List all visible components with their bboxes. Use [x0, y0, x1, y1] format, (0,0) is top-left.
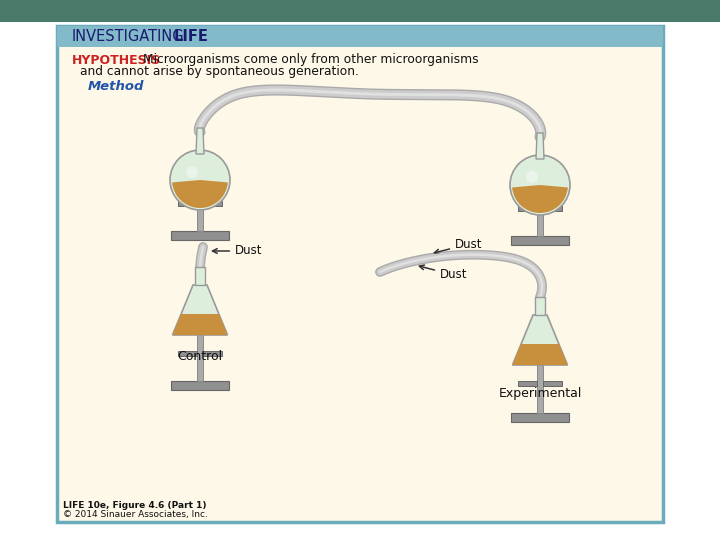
- FancyBboxPatch shape: [537, 151, 543, 236]
- Text: HYPOTHESIS: HYPOTHESIS: [72, 53, 161, 66]
- FancyBboxPatch shape: [518, 181, 537, 187]
- FancyBboxPatch shape: [518, 381, 537, 386]
- Text: LIFE 10e, Figure 4.6 (Part 1): LIFE 10e, Figure 4.6 (Part 1): [63, 502, 207, 510]
- Polygon shape: [195, 267, 205, 285]
- Text: Experimental: Experimental: [498, 387, 582, 400]
- FancyBboxPatch shape: [197, 146, 203, 231]
- Text: Control: Control: [177, 350, 222, 363]
- Polygon shape: [513, 315, 567, 365]
- FancyBboxPatch shape: [178, 200, 197, 206]
- FancyBboxPatch shape: [178, 327, 197, 332]
- Text: Figure 4.6  Disproving the Spontaneous Generation of Life (Part 1): Figure 4.6 Disproving the Spontaneous Ge…: [8, 3, 514, 18]
- Circle shape: [510, 155, 570, 215]
- FancyBboxPatch shape: [203, 177, 222, 181]
- FancyBboxPatch shape: [178, 350, 197, 355]
- FancyBboxPatch shape: [511, 413, 569, 422]
- Polygon shape: [196, 128, 204, 154]
- FancyBboxPatch shape: [203, 200, 222, 206]
- Polygon shape: [173, 314, 228, 335]
- FancyBboxPatch shape: [543, 381, 562, 386]
- FancyBboxPatch shape: [543, 356, 562, 361]
- Text: Microorganisms come only from other microorganisms: Microorganisms come only from other micr…: [143, 53, 479, 66]
- Circle shape: [186, 166, 198, 178]
- Text: INVESTIGATING: INVESTIGATING: [72, 29, 184, 44]
- Text: Method: Method: [88, 80, 145, 93]
- Text: Dust: Dust: [212, 245, 263, 258]
- FancyBboxPatch shape: [57, 26, 663, 522]
- FancyBboxPatch shape: [203, 327, 222, 332]
- Polygon shape: [173, 285, 228, 335]
- FancyBboxPatch shape: [197, 296, 203, 381]
- FancyBboxPatch shape: [178, 177, 197, 181]
- Circle shape: [526, 171, 538, 183]
- FancyBboxPatch shape: [0, 0, 720, 22]
- FancyBboxPatch shape: [171, 231, 229, 240]
- FancyBboxPatch shape: [171, 381, 229, 390]
- FancyBboxPatch shape: [537, 323, 543, 413]
- FancyBboxPatch shape: [543, 181, 562, 187]
- FancyBboxPatch shape: [518, 206, 537, 211]
- FancyBboxPatch shape: [203, 350, 222, 355]
- FancyBboxPatch shape: [511, 236, 569, 245]
- Circle shape: [170, 150, 230, 210]
- Text: and cannot arise by spontaneous generation.: and cannot arise by spontaneous generati…: [80, 65, 359, 78]
- Text: © 2014 Sinauer Associates, Inc.: © 2014 Sinauer Associates, Inc.: [63, 510, 208, 519]
- FancyBboxPatch shape: [518, 356, 537, 361]
- Wedge shape: [172, 180, 228, 208]
- Polygon shape: [536, 133, 544, 159]
- FancyBboxPatch shape: [57, 26, 663, 47]
- Text: Dust: Dust: [419, 265, 467, 281]
- Polygon shape: [535, 297, 545, 315]
- FancyBboxPatch shape: [543, 206, 562, 211]
- Wedge shape: [512, 185, 568, 213]
- Polygon shape: [513, 344, 567, 365]
- Text: LIFE: LIFE: [174, 29, 209, 44]
- Text: Dust: Dust: [434, 238, 482, 254]
